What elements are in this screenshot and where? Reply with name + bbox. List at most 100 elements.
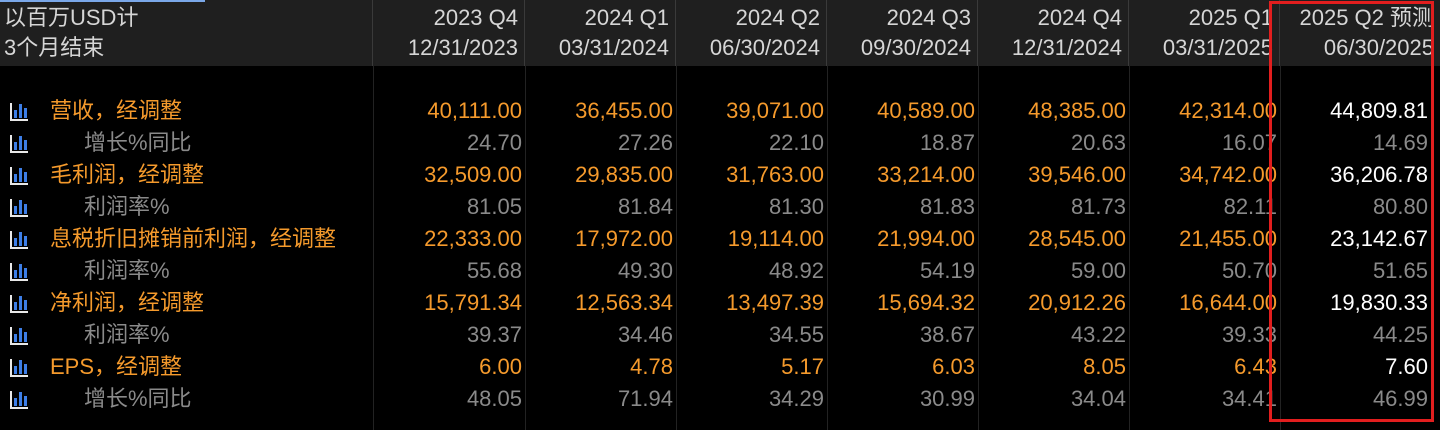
value-cell[interactable]: 33,214.00 <box>877 162 975 187</box>
header-period-2025q2-forecast[interactable]: 2025 Q2 预测 06/30/2025 <box>1280 0 1440 66</box>
value-cell[interactable]: 8.05 <box>1083 354 1126 379</box>
value-cell[interactable]: 15,791.34 <box>424 290 522 315</box>
row-label[interactable]: 营收，经调整 <box>50 98 183 123</box>
value-cell[interactable]: 6.00 <box>479 354 522 379</box>
value-cell[interactable]: 5.17 <box>781 354 824 379</box>
header-period-2024q4[interactable]: 2024 Q4 12/31/2024 <box>978 0 1129 66</box>
forecast-value-cell[interactable]: 19,830.33 <box>1330 290 1428 315</box>
row-label[interactable]: 增长%同比 <box>84 130 192 155</box>
value-cell[interactable]: 81.05 <box>466 194 522 219</box>
value-cell[interactable]: 81.84 <box>617 194 673 219</box>
value-cell[interactable]: 4.78 <box>630 354 673 379</box>
chart-icon[interactable] <box>8 325 30 345</box>
forecast-value-cell[interactable]: 80.80 <box>1372 194 1428 219</box>
value-cell[interactable]: 43.22 <box>1070 322 1126 347</box>
table-row[interactable]: 利润率% 81.05 81.84 81.30 81.83 81.73 82.11 80.80 <box>0 191 1440 223</box>
value-cell[interactable]: 21,994.00 <box>877 226 975 251</box>
value-cell[interactable]: 30.99 <box>919 386 975 411</box>
value-cell[interactable]: 20.63 <box>1070 130 1126 155</box>
value-cell[interactable]: 16.07 <box>1221 130 1277 155</box>
chart-icon[interactable] <box>8 101 30 121</box>
forecast-value-cell[interactable]: 51.65 <box>1372 258 1428 283</box>
chart-icon[interactable] <box>8 133 30 153</box>
value-cell[interactable]: 29,835.00 <box>575 162 673 187</box>
value-cell[interactable]: 40,111.00 <box>427 98 522 123</box>
row-label[interactable]: 息税折旧摊销前利润，经调整 <box>50 226 337 251</box>
value-cell[interactable]: 16,644.00 <box>1179 290 1277 315</box>
table-row[interactable]: 增长%同比 48.05 71.94 34.29 30.99 34.04 34.41 46.99 <box>0 383 1440 415</box>
value-cell[interactable]: 20,912.26 <box>1028 290 1126 315</box>
value-cell[interactable]: 48,385.00 <box>1028 98 1126 123</box>
forecast-value-cell[interactable]: 44.25 <box>1372 322 1428 347</box>
value-cell[interactable]: 39,546.00 <box>1028 162 1126 187</box>
value-cell[interactable]: 71.94 <box>617 386 673 411</box>
table-row[interactable]: 毛利润，经调整 32,509.00 29,835.00 31,763.00 33,214… <box>0 159 1440 191</box>
value-cell[interactable]: 50.70 <box>1221 258 1277 283</box>
table-row[interactable]: EPS，经调整 6.00 4.78 5.17 6.03 8.05 6.43 7.60 <box>0 351 1440 383</box>
value-cell[interactable]: 12,563.34 <box>575 290 673 315</box>
chart-icon[interactable] <box>8 357 30 377</box>
value-cell[interactable]: 54.19 <box>919 258 975 283</box>
chart-icon[interactable] <box>8 197 30 217</box>
forecast-value-cell[interactable]: 14.69 <box>1372 130 1428 155</box>
value-cell[interactable]: 19,114.00 <box>727 226 824 251</box>
header-period-2024q1[interactable]: 2024 Q1 03/31/2024 <box>525 0 676 66</box>
value-cell[interactable]: 34.29 <box>768 386 824 411</box>
table-row[interactable]: 利润率% 55.68 49.30 48.92 54.19 59.00 50.70 51.65 <box>0 255 1440 287</box>
row-label[interactable]: 利润率% <box>84 194 170 219</box>
forecast-value-cell[interactable]: 44,809.81 <box>1330 98 1428 123</box>
value-cell[interactable]: 39.37 <box>466 322 522 347</box>
value-cell[interactable]: 34.41 <box>1221 386 1277 411</box>
header-period-2024q2[interactable]: 2024 Q2 06/30/2024 <box>676 0 827 66</box>
row-label[interactable]: EPS，经调整 <box>50 354 183 379</box>
value-cell[interactable]: 18.87 <box>919 130 975 155</box>
table-row[interactable]: 净利润，经调整 15,791.34 12,563.34 13,497.39 15,694… <box>0 287 1440 319</box>
row-label[interactable]: 净利润，经调整 <box>50 290 205 315</box>
value-cell[interactable]: 21,455.00 <box>1179 226 1277 251</box>
value-cell[interactable]: 82.11 <box>1223 194 1277 219</box>
value-cell[interactable]: 15,694.32 <box>877 290 975 315</box>
forecast-value-cell[interactable]: 7.60 <box>1385 354 1428 379</box>
table-row[interactable]: 利润率% 39.37 34.46 34.55 38.67 43.22 39.33 44.25 <box>0 319 1440 351</box>
chart-icon[interactable] <box>8 229 30 249</box>
value-cell[interactable]: 22,333.00 <box>424 226 522 251</box>
value-cell[interactable]: 31,763.00 <box>726 162 824 187</box>
table-row[interactable]: 息税折旧摊销前利润，经调整 22,333.00 17,972.00 19,114.00… <box>0 223 1440 255</box>
value-cell[interactable]: 17,972.00 <box>575 226 673 251</box>
row-label[interactable]: 利润率% <box>84 322 170 347</box>
chart-icon[interactable] <box>8 165 30 185</box>
header-period-2023q4[interactable]: 2023 Q4 12/31/2023 <box>373 0 525 66</box>
value-cell[interactable]: 81.83 <box>919 194 975 219</box>
chart-icon[interactable] <box>8 389 30 409</box>
value-cell[interactable]: 34,742.00 <box>1179 162 1277 187</box>
value-cell[interactable]: 6.43 <box>1234 354 1277 379</box>
value-cell[interactable]: 27.26 <box>617 130 673 155</box>
value-cell[interactable]: 34.55 <box>768 322 824 347</box>
header-period-2024q3[interactable]: 2024 Q3 09/30/2024 <box>827 0 978 66</box>
value-cell[interactable]: 6.03 <box>932 354 975 379</box>
value-cell[interactable]: 39,071.00 <box>726 98 824 123</box>
value-cell[interactable]: 32,509.00 <box>424 162 522 187</box>
value-cell[interactable]: 24.70 <box>466 130 522 155</box>
value-cell[interactable]: 22.10 <box>768 130 824 155</box>
value-cell[interactable]: 39.33 <box>1221 322 1277 347</box>
chart-icon[interactable] <box>8 261 30 281</box>
forecast-value-cell[interactable]: 46.99 <box>1372 386 1428 411</box>
table-row[interactable]: 营收，经调整 40,111.00 36,455.00 39,071.00 40,589.… <box>0 95 1440 127</box>
forecast-value-cell[interactable]: 23,142.67 <box>1330 226 1428 251</box>
value-cell[interactable]: 81.73 <box>1070 194 1126 219</box>
value-cell[interactable]: 59.00 <box>1070 258 1126 283</box>
value-cell[interactable]: 34.04 <box>1070 386 1126 411</box>
chart-icon[interactable] <box>8 293 30 313</box>
value-cell[interactable]: 28,545.00 <box>1028 226 1126 251</box>
table-row[interactable]: 增长%同比 24.70 27.26 22.10 18.87 20.63 16.07 14.69 <box>0 127 1440 159</box>
row-label[interactable]: 利润率% <box>84 258 170 283</box>
forecast-value-cell[interactable]: 36,206.78 <box>1330 162 1428 187</box>
value-cell[interactable]: 13,497.39 <box>726 290 824 315</box>
value-cell[interactable]: 40,589.00 <box>877 98 975 123</box>
value-cell[interactable]: 49.30 <box>617 258 673 283</box>
value-cell[interactable]: 42,314.00 <box>1179 98 1277 123</box>
value-cell[interactable]: 36,455.00 <box>575 98 673 123</box>
value-cell[interactable]: 34.46 <box>617 322 673 347</box>
value-cell[interactable]: 81.30 <box>768 194 824 219</box>
